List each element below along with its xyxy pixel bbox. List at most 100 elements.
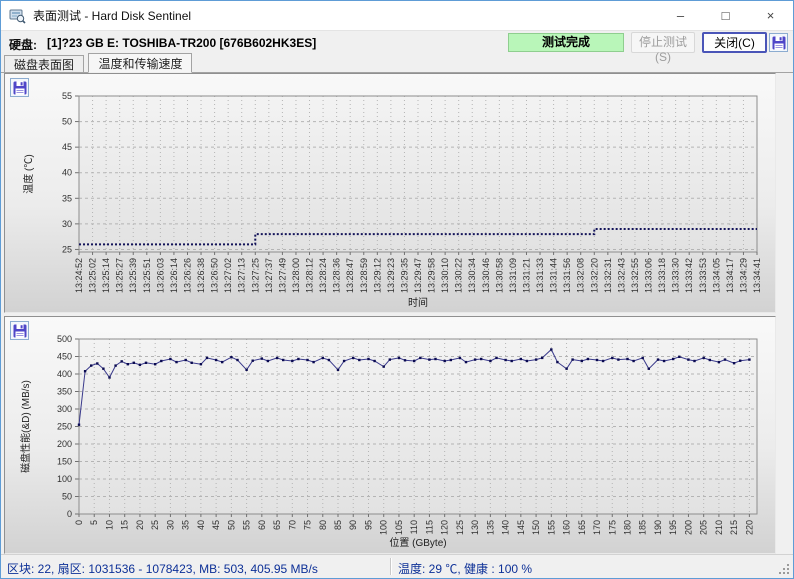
- x-tick-label: 13:33:53: [698, 258, 708, 293]
- x-tick-label: 0: [74, 520, 84, 525]
- y-tick-label: 350: [57, 387, 72, 397]
- x-tick-label: 13:33:06: [644, 258, 654, 293]
- x-tick-label: 13:30:34: [467, 258, 477, 293]
- x-tick-label: 180: [622, 520, 632, 535]
- y-tick-label: 55: [62, 91, 72, 101]
- x-tick-label: 205: [699, 520, 709, 535]
- x-tick-label: 55: [242, 520, 252, 530]
- x-tick-label: 13:28:24: [318, 258, 328, 293]
- y-tick-label: 500: [57, 334, 72, 344]
- tab-content: 25 30 35 40 45 50 55 13:24:52 13:25:02 13:25:14 13…: [1, 73, 793, 554]
- x-tick-label: 210: [714, 520, 724, 535]
- x-tick-label: 13:26:03: [155, 258, 165, 293]
- x-tick-label: 13:29:12: [372, 258, 382, 293]
- resize-grip[interactable]: [778, 563, 789, 574]
- window-title: 表面测试 - Hard Disk Sentinel: [33, 9, 192, 23]
- x-tick-label: 13:34:05: [711, 258, 721, 293]
- y-axis-title: 磁盘性能(&D) (MB/s): [19, 380, 32, 473]
- floppy-disk-icon: [13, 324, 26, 337]
- y-tick-label: 30: [62, 219, 72, 229]
- save-temperature-chart-button[interactable]: [10, 78, 29, 97]
- speed-chart-panel: 0 50 100 150 200 250 300 350 400 450 500 0 5 10 15 20 25…: [4, 316, 776, 554]
- x-tick-label: 13:31:44: [549, 258, 559, 293]
- header-bar: 硬盘: [1]?23 GB E: TOSHIBA-TR200 [676B602H…: [1, 32, 793, 64]
- close-dialog-button[interactable]: 关闭(C): [702, 32, 767, 53]
- x-tick-label: 220: [744, 520, 754, 535]
- temperature-series-line: [79, 227, 757, 246]
- x-tick-label: 145: [516, 520, 526, 535]
- x-tick-label: 5: [89, 520, 99, 525]
- x-tick-label: 13:26:38: [196, 258, 206, 293]
- y-tick-label: 45: [62, 142, 72, 152]
- save-button[interactable]: [769, 33, 788, 52]
- x-tick-label: 13:34:29: [738, 258, 748, 293]
- x-tick-label: 13:30:22: [454, 258, 464, 293]
- close-window-button[interactable]: ×: [766, 8, 775, 23]
- x-tick-label: 65: [272, 520, 282, 530]
- stop-test-button: 停止测试(S): [631, 32, 695, 64]
- x-tick-label: 13:25:14: [101, 258, 111, 293]
- tab-disk-surface-map[interactable]: 磁盘表面图: [4, 55, 85, 73]
- x-tick-label: 13:28:47: [345, 258, 355, 293]
- x-tick-label: 13:25:39: [128, 258, 138, 293]
- x-tick-label: 135: [485, 520, 495, 535]
- x-tick-label: 75: [303, 520, 313, 530]
- x-tick-label: 13:29:58: [427, 258, 437, 293]
- x-tick-label: 13:26:26: [182, 258, 192, 293]
- x-tick-label: 13:28:36: [332, 258, 342, 293]
- x-tick-label: 185: [638, 520, 648, 535]
- x-tick-label: 15: [120, 520, 130, 530]
- maximize-button[interactable]: □: [721, 8, 730, 23]
- x-tick-label: 13:31:21: [521, 258, 531, 293]
- x-tick-label: 13:29:35: [399, 258, 409, 293]
- window-controls: – □ ×: [658, 1, 793, 30]
- x-tick-label: 115: [424, 520, 434, 534]
- tab-temperature-and-speed[interactable]: 温度和传输速度: [88, 53, 193, 73]
- x-tick-label: 155: [546, 520, 556, 535]
- x-tick-label: 150: [531, 520, 541, 535]
- x-tick-label: 45: [211, 520, 221, 530]
- titlebar: 表面测试 - Hard Disk Sentinel – □ ×: [1, 1, 793, 31]
- minimize-button[interactable]: –: [676, 8, 685, 23]
- x-tick-label: 195: [668, 520, 678, 535]
- x-tick-label: 100: [379, 520, 389, 535]
- x-tick-label: 70: [287, 520, 297, 530]
- x-tick-label: 215: [729, 520, 739, 535]
- x-tick-label: 200: [683, 520, 693, 535]
- x-tick-label: 13:27:25: [250, 258, 260, 293]
- save-speed-chart-button[interactable]: [10, 321, 29, 340]
- x-tick-label: 13:27:13: [237, 258, 247, 293]
- disk-value: [1]?23 GB E: TOSHIBA-TR200 [676B602HK3ES…: [47, 36, 317, 50]
- statusbar-progress-text: 区块: 22, 扇区: 1031536 - 1078423, MB: 503, …: [7, 562, 318, 576]
- x-tick-label: 60: [257, 520, 267, 530]
- x-tick-label: 80: [318, 520, 328, 530]
- x-tick-label: 13:30:10: [440, 258, 450, 293]
- x-tick-label: 50: [226, 520, 236, 530]
- x-tick-label: 13:25:02: [88, 258, 98, 293]
- x-tick-label: 35: [181, 520, 191, 530]
- x-tick-label: 13:27:37: [264, 258, 274, 293]
- x-tick-label: 190: [653, 520, 663, 535]
- x-tick-label: 13:28:12: [305, 258, 315, 293]
- x-tick-label: 13:29:23: [386, 258, 396, 293]
- x-tick-label: 13:25:51: [142, 258, 152, 293]
- x-tick-label: 13:31:56: [562, 258, 572, 293]
- statusbar-health-text: 温度: 29 ℃, 健康 : 100 %: [398, 562, 533, 576]
- x-tick-label: 130: [470, 520, 480, 535]
- x-tick-label: 10: [104, 520, 114, 530]
- x-tick-label: 25: [150, 520, 160, 530]
- x-tick-label: 110: [409, 520, 419, 534]
- x-tick-label: 13:32:31: [603, 258, 613, 293]
- y-tick-label: 100: [57, 474, 72, 484]
- x-tick-label: 20: [135, 520, 145, 530]
- x-tick-label: 13:24:52: [74, 258, 84, 293]
- x-tick-label: 13:31:09: [508, 258, 518, 293]
- x-tick-label: 85: [333, 520, 343, 530]
- x-tick-label: 90: [348, 520, 358, 530]
- x-tick-label: 13:30:46: [481, 258, 491, 293]
- x-tick-label: 125: [455, 520, 465, 535]
- x-tick-label: 165: [577, 520, 587, 535]
- x-tick-label: 13:25:27: [115, 258, 125, 293]
- floppy-disk-icon: [13, 81, 26, 94]
